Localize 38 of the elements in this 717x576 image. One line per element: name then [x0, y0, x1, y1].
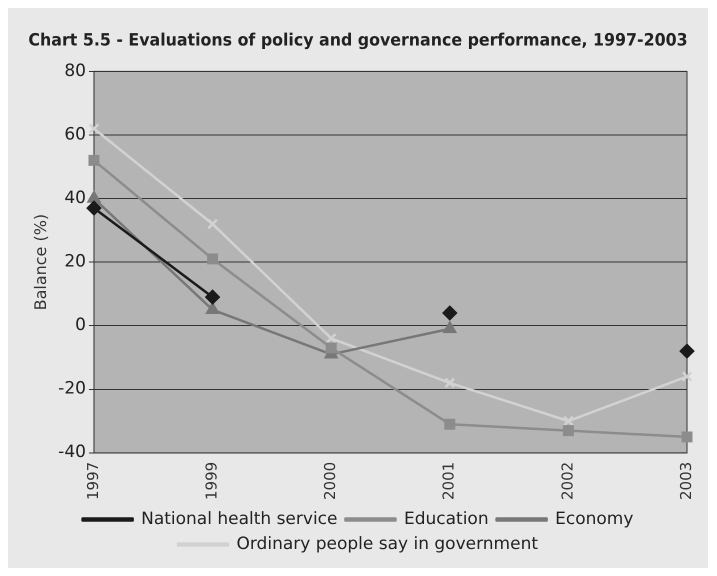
point	[682, 371, 692, 382]
point	[326, 332, 337, 344]
legend-label: National health service	[141, 508, 338, 529]
x-tick-label: 2003	[676, 462, 695, 500]
y-tick-label: -40	[58, 442, 86, 462]
legend-label: Economy	[555, 508, 634, 529]
point	[442, 306, 458, 320]
point	[207, 253, 218, 264]
y-tick-label: 40	[64, 188, 86, 208]
point	[326, 342, 337, 354]
chart-title: Chart 5.5 - Evaluations of policy and governance performance, 1997-2003	[28, 30, 688, 50]
y-tick-label: -20	[58, 378, 86, 399]
point	[682, 431, 692, 442]
point	[88, 123, 100, 134]
x-tick-label: 2002	[558, 462, 576, 500]
point	[206, 302, 220, 314]
x-tick-label: 2001	[440, 462, 458, 500]
point	[86, 200, 102, 216]
y-tick-label: 60	[64, 124, 86, 144]
x-tick-label: 1999	[202, 462, 220, 500]
point	[444, 377, 456, 388]
y-tick-label: 80	[64, 60, 86, 81]
point	[88, 154, 100, 166]
x-tick-label: 2000	[321, 462, 340, 500]
point	[88, 191, 100, 203]
point	[562, 416, 574, 427]
y-tick-label: 0	[75, 315, 86, 336]
x-tick-label: 1997	[84, 462, 102, 500]
point	[205, 290, 220, 304]
y-tick-label: 20	[64, 252, 86, 272]
legend-label: Ordinary people say in government	[236, 534, 538, 554]
point	[562, 425, 574, 436]
y-axis-title: Balance (%)	[30, 214, 50, 310]
legend-label: Education	[404, 508, 489, 529]
point	[444, 418, 456, 430]
point	[207, 218, 218, 230]
point	[680, 344, 694, 358]
point	[443, 322, 456, 334]
